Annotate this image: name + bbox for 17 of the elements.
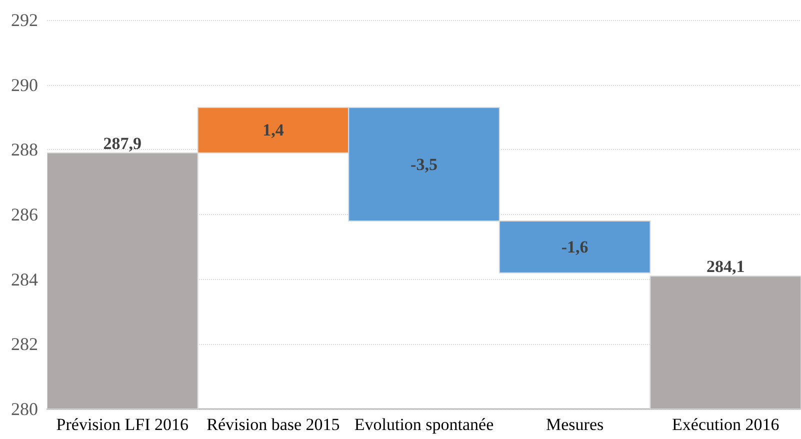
y-tick-label: 292 (11, 10, 38, 30)
x-tick-label: Révision base 2015 (206, 415, 340, 434)
data-label: 287,9 (103, 134, 142, 153)
y-tick-label: 286 (11, 204, 38, 224)
y-tick-label: 280 (11, 399, 38, 419)
data-label: -1,6 (561, 237, 588, 256)
y-tick-label: 284 (11, 269, 38, 290)
y-tick-label: 288 (11, 140, 38, 160)
x-tick-label: Exécution 2016 (672, 415, 780, 434)
data-label: -3,5 (410, 154, 438, 174)
x-tick-label: Prévision LFI 2016 (56, 415, 189, 434)
data-label: 284,1 (706, 257, 745, 276)
data-label: 1,4 (262, 120, 284, 140)
y-tick-label: 282 (11, 334, 38, 354)
y-tick-label: 290 (11, 74, 38, 95)
x-tick-label: Mesures (546, 415, 604, 434)
x-tick-label: Evolution spontanée (354, 415, 494, 434)
